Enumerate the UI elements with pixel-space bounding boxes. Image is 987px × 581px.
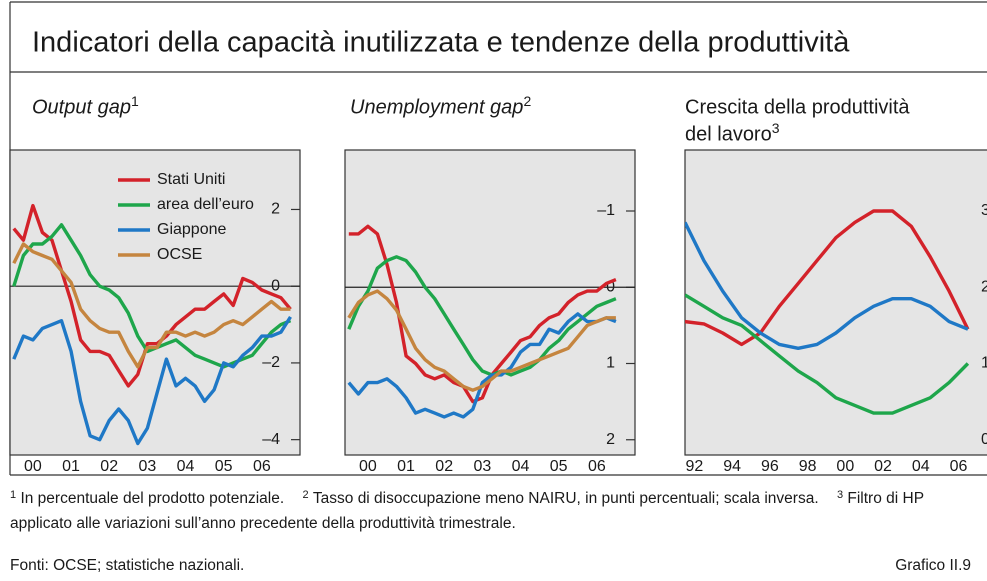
panel-title: Output gap1 <box>32 93 139 119</box>
x-tick-label: 98 <box>799 458 817 475</box>
y-tick-label: –1 <box>597 202 615 219</box>
x-tick-label: 04 <box>912 458 930 475</box>
legend-label: Giappone <box>157 221 226 238</box>
x-tick-label: 01 <box>397 458 415 475</box>
figure-title: Indicatori della capacità inutilizzata e… <box>32 27 850 59</box>
y-tick-label: –2 <box>262 354 280 371</box>
plot-area <box>9 149 301 456</box>
x-tick-label: 00 <box>359 458 377 475</box>
legend-label: area dell’euro <box>157 196 254 213</box>
series-line <box>347 289 616 392</box>
footnote-marker: 1 <box>10 489 17 501</box>
panel-title: del lavoro3 <box>685 120 780 146</box>
x-tick-label: 06 <box>253 458 271 475</box>
legend-label: OCSE <box>157 246 202 263</box>
x-tick-label: 03 <box>473 458 491 475</box>
y-tick-label: 2 <box>271 201 280 218</box>
figure-label: Grafico II.9 <box>895 557 971 574</box>
series-line <box>12 223 292 369</box>
x-tick-label: 94 <box>723 458 741 475</box>
footnote: 3 Filtro di HP applicato alle variazioni… <box>10 489 924 533</box>
series-line <box>347 312 617 419</box>
x-tick-label: 92 <box>686 458 704 475</box>
x-tick-label: 02 <box>874 458 892 475</box>
panel-title: Crescita della produttività <box>685 96 910 118</box>
x-tick-label: 02 <box>435 458 453 475</box>
footnote-text: Tasso di disoccupazione meno NAIRU, in p… <box>312 490 819 507</box>
series-line <box>347 255 617 377</box>
x-tick-label: 02 <box>100 458 118 475</box>
plot-area <box>344 149 636 456</box>
series-line <box>12 315 292 446</box>
y-tick-label: 1 <box>606 355 615 372</box>
x-tick-label: 05 <box>215 458 233 475</box>
legend-label: Stati Uniti <box>157 171 225 188</box>
x-tick-label: 00 <box>836 458 854 475</box>
series-line <box>348 224 617 404</box>
x-tick-label: 04 <box>177 458 195 475</box>
panel-title: Unemployment gap2 <box>350 93 531 119</box>
x-tick-label: 06 <box>950 458 968 475</box>
x-tick-label: 06 <box>588 458 606 475</box>
footnote-marker: 2 <box>302 489 309 501</box>
title-note: 3 <box>772 120 780 136</box>
y-tick-label: –4 <box>262 431 280 448</box>
footnote-text: Filtro di HP applicato alle variazioni s… <box>10 490 924 532</box>
footnote: 1 In percentuale del prodotto potenziale… <box>10 489 285 508</box>
y-tick-label: 0 <box>981 431 987 448</box>
series-line <box>685 293 970 415</box>
y-tick-label: 1 <box>981 355 987 372</box>
x-tick-label: 04 <box>512 458 530 475</box>
series-line <box>685 221 969 350</box>
x-tick-label: 01 <box>62 458 80 475</box>
y-tick-label: 3 <box>981 202 987 219</box>
source: Fonti: OCSE; statistiche nazionali. <box>10 557 245 574</box>
plot-area <box>684 149 987 456</box>
x-tick-label: 05 <box>550 458 568 475</box>
x-tick-label: 96 <box>761 458 779 475</box>
title-note: 1 <box>131 93 139 109</box>
footnote-marker: 3 <box>836 489 844 501</box>
series-line <box>12 203 292 388</box>
footnote: 2 Tasso di disoccupazione meno NAIRU, in… <box>302 489 819 508</box>
footnote-text: In percentuale del prodotto potenziale. <box>20 490 285 507</box>
title-note: 2 <box>523 93 531 109</box>
y-tick-label: 2 <box>606 431 615 448</box>
series-line <box>12 242 291 369</box>
y-tick-label: 2 <box>981 278 987 295</box>
footnotes: 1 In percentuale del prodotto potenziale… <box>10 486 987 536</box>
series-line <box>685 209 970 347</box>
footer: Fonti: OCSE; statistiche nazionali. Graf… <box>10 557 971 575</box>
x-tick-label: 03 <box>138 458 156 475</box>
x-tick-label: 00 <box>24 458 42 475</box>
